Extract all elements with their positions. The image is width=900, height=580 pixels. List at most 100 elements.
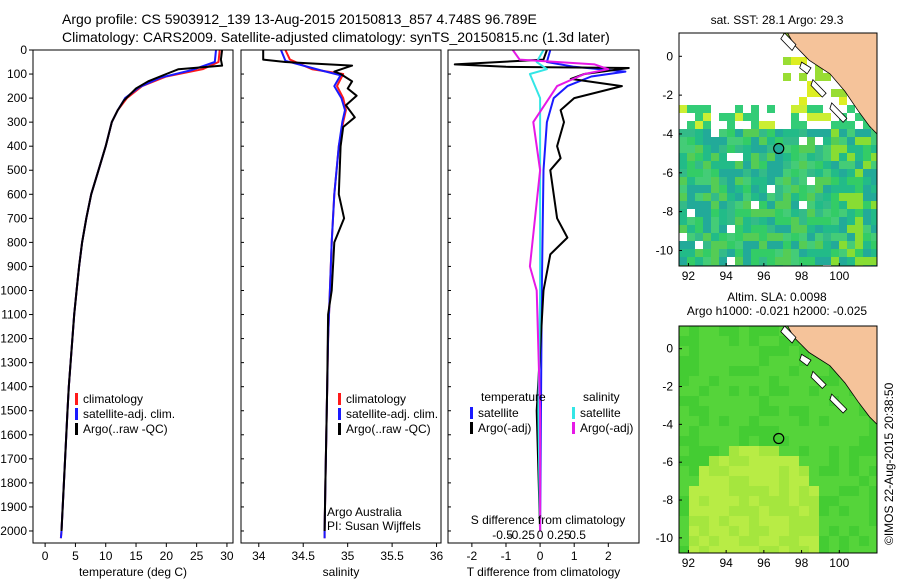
map-cell [767, 249, 775, 257]
map-cell [727, 129, 735, 137]
map-cell [849, 476, 859, 486]
map-cell [799, 153, 807, 161]
map-cell [799, 185, 807, 193]
map-cell [847, 193, 855, 201]
map-cell [679, 257, 687, 265]
top-tick-label: 0.5 [569, 528, 586, 542]
map-cell [735, 233, 743, 241]
map-cell [719, 145, 727, 153]
map-cell [769, 416, 779, 426]
map-cell [807, 129, 815, 137]
map-cell [719, 386, 729, 396]
map-cell [759, 241, 767, 249]
map-cell [847, 169, 855, 177]
map-cell [855, 145, 863, 153]
map-cell [759, 217, 767, 225]
map-cell [751, 201, 759, 209]
map-cell [783, 57, 791, 65]
map-cell [849, 546, 859, 553]
map-cell [791, 121, 799, 129]
map-cell [689, 386, 699, 396]
y-tick-label: 1200 [0, 332, 27, 346]
map-cell [759, 406, 769, 416]
map-cell [779, 336, 789, 346]
map-cell [679, 426, 689, 436]
map-cell [679, 546, 689, 553]
map-cell [703, 209, 711, 217]
y-tick-label: 0 [666, 49, 673, 63]
map-cell [703, 241, 711, 249]
map-cell [751, 113, 759, 121]
map-cell [809, 386, 819, 396]
map-cell [847, 105, 855, 113]
map-cell [799, 536, 809, 546]
map-cell [783, 177, 791, 185]
map-cell [735, 177, 743, 185]
y-tick-label: 1000 [0, 283, 27, 297]
map-cell [719, 516, 729, 526]
map-cell [759, 476, 769, 486]
map-cell [687, 153, 695, 161]
map-cell [751, 233, 759, 241]
map-cell [743, 249, 751, 257]
map-cell [729, 426, 739, 436]
map-cell [769, 406, 779, 416]
map-cell [839, 396, 849, 406]
map-cell [859, 496, 869, 506]
map-cell [799, 376, 809, 386]
map-cell [751, 153, 759, 161]
map-cell [829, 536, 839, 546]
map-cell [699, 406, 709, 416]
map-cell [847, 201, 855, 209]
map-cell [871, 257, 877, 265]
map-cell [735, 201, 743, 209]
map-cell [779, 506, 789, 516]
map-cell [807, 177, 815, 185]
map-cell [767, 137, 775, 145]
map-cell [783, 257, 791, 265]
x-tick-label: -2 [467, 549, 478, 563]
map-cell [709, 476, 719, 486]
map-cell [769, 476, 779, 486]
map-cell [855, 185, 863, 193]
map-cell [839, 121, 847, 129]
legend-label: climatology [83, 392, 143, 406]
map-cell [809, 396, 819, 406]
map-cell [815, 153, 823, 161]
map-cell [829, 456, 839, 466]
map-cell [687, 193, 695, 201]
y-tick-label: -4 [662, 127, 673, 141]
map-cell [799, 436, 809, 446]
map-cell [769, 346, 779, 356]
map-cell [863, 161, 871, 169]
difference-panel: -2 -1 0 1 2 T difference from climatology -0.5… [447, 49, 640, 579]
map-cell [749, 516, 759, 526]
legend-label: Argo(-adj) [580, 421, 633, 435]
map-cell [831, 169, 839, 177]
map-cell [751, 249, 759, 257]
map-cell [779, 356, 789, 366]
map-cell [791, 161, 799, 169]
map-cell [869, 416, 877, 426]
map-cell [703, 201, 711, 209]
map-cell [749, 346, 759, 356]
map-cell [739, 396, 749, 406]
map-cell [679, 145, 687, 153]
x-axis-label: T difference from climatology [467, 565, 621, 579]
map-cell [823, 193, 831, 201]
map-cell [749, 366, 759, 376]
map-cell [779, 446, 789, 456]
y-tick-label: 1500 [0, 404, 27, 418]
map-cell [689, 366, 699, 376]
map-cell [751, 169, 759, 177]
map-cell [791, 169, 799, 177]
top-axis-label: S difference from climatology [471, 513, 626, 527]
map-cell [767, 161, 775, 169]
map-cell [809, 486, 819, 496]
map-cell [749, 336, 759, 346]
map-cell [799, 416, 809, 426]
map-cell [743, 241, 751, 249]
map-cell [709, 416, 719, 426]
map-cell [769, 506, 779, 516]
map-cell [689, 426, 699, 436]
